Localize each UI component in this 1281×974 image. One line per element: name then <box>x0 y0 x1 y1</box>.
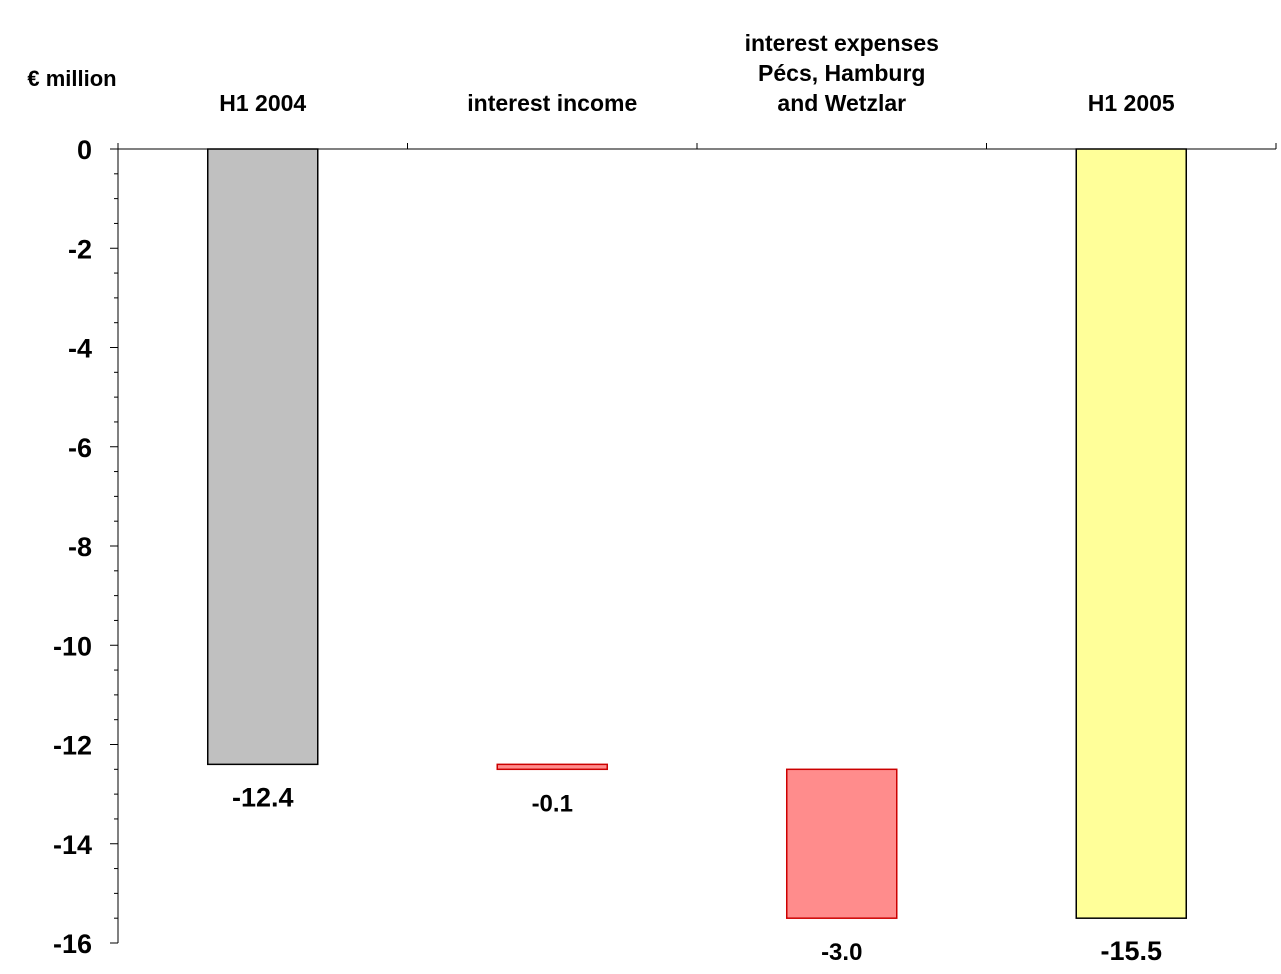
y-tick-label: 0 <box>77 135 92 165</box>
y-tick-label: -2 <box>68 234 92 264</box>
y-tick-label: -12 <box>53 731 92 761</box>
y-tick-label: -14 <box>53 830 92 860</box>
bar <box>496 763 609 771</box>
bar <box>1075 148 1188 919</box>
value-label: -12.4 <box>232 782 294 812</box>
bar <box>785 768 898 919</box>
y-tick-label: -4 <box>68 334 92 364</box>
bar <box>206 148 319 766</box>
y-tick-label: -6 <box>68 433 92 463</box>
x-tick-label: H1 2005 <box>1088 90 1175 116</box>
y-tick-label: -8 <box>68 532 92 562</box>
y-tick-label: -16 <box>53 929 92 959</box>
x-tick-label: interest expenses Pécs, Hamburg and Wetzla… <box>745 30 939 116</box>
value-label: -15.5 <box>1100 936 1162 966</box>
y-tick-label: -10 <box>53 631 92 661</box>
x-tick-label: interest income <box>467 90 637 116</box>
x-tick-label: H1 2004 <box>219 90 306 116</box>
value-label: -0.1 <box>532 790 573 817</box>
value-label: -3.0 <box>821 939 862 966</box>
y-axis-label: € million <box>27 66 116 91</box>
